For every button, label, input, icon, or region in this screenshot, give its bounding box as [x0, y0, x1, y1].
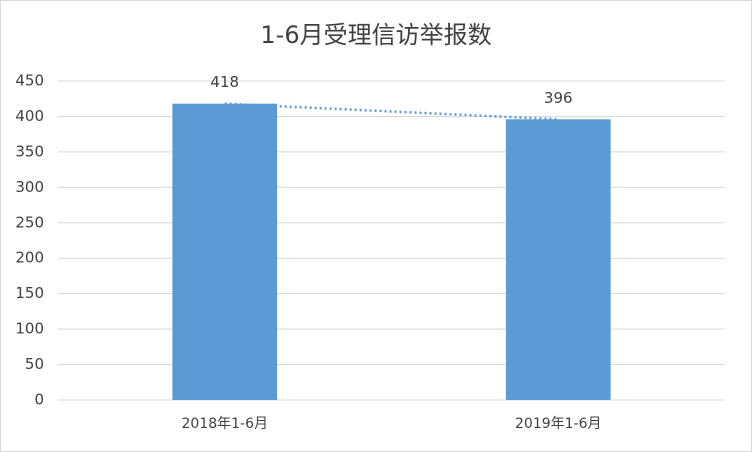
- data-label: 396: [544, 89, 573, 107]
- bar: [505, 119, 611, 400]
- y-tick-label: 300: [15, 178, 44, 196]
- y-tick-label: 400: [15, 107, 44, 125]
- y-tick-label: 50: [25, 355, 44, 373]
- x-tick-label: 2019年1-6月: [515, 416, 602, 432]
- y-tick-label: 150: [15, 284, 44, 302]
- y-tick-label: 350: [15, 142, 44, 160]
- chart-title: 1-6月受理信访举报数: [260, 21, 491, 49]
- trend-line: [224, 102, 559, 121]
- y-tick-label: 200: [15, 249, 44, 267]
- x-tick-label: 2018年1-6月: [182, 416, 269, 432]
- bar: [172, 103, 278, 400]
- y-tick-label: 100: [15, 320, 44, 338]
- y-tick-label: 0: [34, 391, 44, 409]
- data-label: 418: [210, 73, 239, 91]
- y-tick-label: 250: [15, 213, 44, 231]
- y-tick-label: 450: [15, 72, 44, 90]
